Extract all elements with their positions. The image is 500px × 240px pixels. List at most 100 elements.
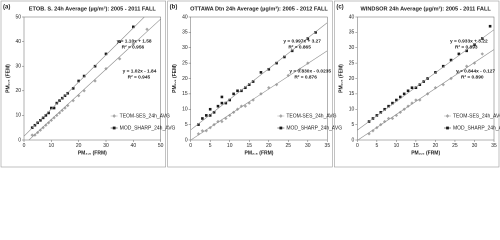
x-tick-label: 25 [452, 143, 458, 149]
data-point [383, 107, 386, 111]
data-point [251, 98, 255, 102]
y-tick-label: 50 [15, 14, 21, 20]
data-point [41, 126, 45, 130]
x-tick-label: 30 [472, 143, 478, 149]
x-tick-label: 5 [209, 143, 212, 149]
data-point [104, 52, 108, 56]
legend-label: MOD_SHARP_24h_AVG [286, 125, 342, 131]
trend-r2: R² = 0.876 [294, 74, 317, 80]
data-point [224, 101, 228, 105]
data-point [52, 106, 56, 110]
data-point [55, 101, 59, 105]
legend-marker [445, 114, 450, 118]
data-point [39, 119, 42, 122]
x-tick-label: 5 [375, 143, 378, 149]
data-point [387, 104, 390, 108]
x-tick-label: 10 [227, 143, 233, 149]
data-point [201, 117, 204, 120]
data-point [275, 61, 278, 65]
data-point [239, 104, 244, 108]
trend-equation: y = 1.02x - 1.84 [123, 68, 157, 74]
y-tick-label: 40 [15, 39, 21, 45]
trend-equation: y = 0.933x + 3.22 [450, 38, 488, 44]
x-axis-label: PM₂.₅ (FRM) [78, 150, 107, 156]
legend-label: TEOM-SES_24h_AVG [120, 113, 170, 119]
data-point [60, 108, 64, 113]
data-point [66, 91, 70, 95]
x-tick-label: 20 [433, 143, 439, 149]
x-tick-label: 10 [394, 143, 400, 149]
legend-label: TEOM-SES_24h_AVG [453, 113, 500, 119]
data-point [63, 106, 67, 110]
data-point [46, 121, 51, 125]
panel-frame [0, 0, 166, 168]
data-point [93, 64, 97, 68]
data-point [82, 74, 86, 78]
data-point [71, 87, 75, 90]
data-point [47, 111, 50, 115]
data-point [232, 92, 235, 96]
legend-label: MOD_SHARP_24h_AVG [453, 125, 500, 131]
x-tick-label: 10 [49, 143, 55, 149]
plot-content [357, 24, 495, 140]
data-point [220, 119, 224, 124]
data-point [379, 111, 383, 114]
data-point [395, 98, 398, 102]
data-point [290, 49, 294, 53]
data-point [382, 119, 387, 124]
data-point [406, 89, 410, 93]
y-tick-label: 30 [349, 45, 355, 51]
y-tick-label: 10 [349, 107, 355, 113]
y-tick-label: 0 [18, 137, 21, 143]
y-tick-label: 40 [349, 14, 355, 20]
chart-title: OTTAWA Dtn 24h Average (µg/m³): 2005 - 2… [190, 5, 328, 12]
y-tick-label: 15 [182, 91, 188, 97]
data-point [449, 58, 453, 62]
data-point [391, 101, 394, 105]
legend-marker [446, 126, 449, 130]
data-point [93, 79, 97, 83]
data-point [314, 31, 317, 34]
y-tick-label: 0 [185, 137, 188, 143]
data-point [66, 103, 70, 108]
trend-line [357, 29, 495, 131]
data-point [41, 116, 45, 120]
y-tick-label: 15 [349, 91, 355, 97]
legend-marker [279, 114, 283, 118]
x-tick-label: 0 [189, 143, 192, 149]
data-point [274, 82, 279, 87]
trend-line [190, 22, 328, 131]
legend-label: MOD_SHARP_24h_AVG [120, 125, 176, 131]
plot-content [24, 17, 161, 140]
data-point [240, 89, 243, 93]
y-tick-label: 30 [15, 64, 21, 70]
data-point [488, 24, 492, 28]
y-tick-label: 40 [182, 14, 188, 20]
y-axis-label: PM₂.₅ (FEM) [5, 64, 11, 93]
data-point [35, 130, 40, 135]
trend-r2: R² = 0.893 [455, 44, 478, 50]
data-point [286, 73, 290, 78]
data-point [433, 86, 438, 90]
data-point [57, 111, 62, 115]
data-point [212, 111, 216, 114]
y-tick-label: 20 [182, 76, 188, 82]
x-tick-label: 30 [103, 143, 109, 149]
data-point [465, 49, 468, 53]
data-point [52, 116, 56, 120]
data-point [414, 86, 418, 90]
data-point [38, 128, 43, 132]
data-point [220, 101, 224, 105]
trend-r2: R² = 0.890 [461, 74, 484, 80]
x-tick-label: 20 [76, 143, 82, 149]
data-point [267, 67, 271, 71]
y-tick-label: 20 [15, 88, 21, 94]
panel-label: (c) [336, 5, 343, 11]
legend-marker [112, 114, 116, 118]
panel-frame [334, 0, 500, 168]
y-tick-label: 20 [349, 76, 355, 82]
data-point [117, 57, 122, 61]
panel-frame [167, 0, 333, 168]
x-tick-label: 15 [413, 143, 419, 149]
trend-equation: y = 0.844x - 0.127 [456, 68, 495, 74]
